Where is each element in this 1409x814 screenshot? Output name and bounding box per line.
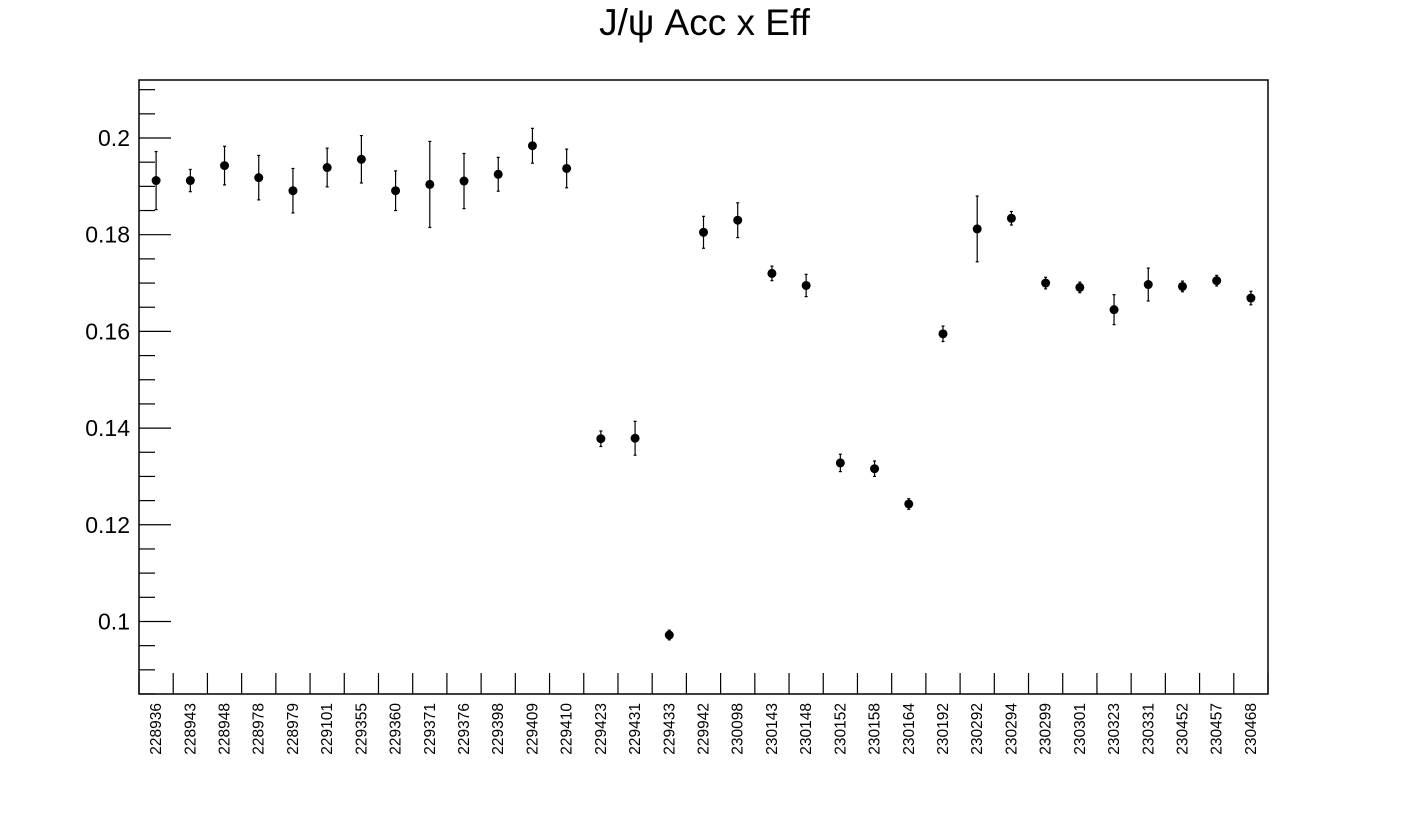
- data-point: [425, 179, 435, 189]
- y-tick-label: 0.1: [98, 608, 130, 634]
- plot-border: [138, 79, 1269, 695]
- chart-title: J/ψ Acc x Eff: [599, 2, 810, 43]
- x-tick-label: 230301: [1072, 703, 1089, 755]
- data-point: [733, 215, 743, 225]
- y-tick-label: 0.18: [85, 222, 130, 248]
- data-point: [1041, 278, 1051, 288]
- x-tick-label: 228948: [217, 703, 234, 755]
- x-tick-label: 229376: [456, 703, 473, 755]
- x-tick-label: 228979: [285, 703, 302, 755]
- data-point: [562, 163, 572, 173]
- x-tick-label: 229410: [559, 703, 576, 755]
- data-point: [322, 163, 332, 173]
- x-tick-label: 229101: [319, 703, 336, 755]
- x-tick-label: 229942: [696, 703, 713, 755]
- x-axis: 228936 228943 228948 228978 228979 229101 2293…: [138, 673, 1269, 755]
- data-point: [185, 176, 195, 186]
- x-tick-label: 229409: [524, 703, 541, 755]
- y-tick-label: 0.14: [85, 415, 130, 441]
- x-tick-label: 228943: [182, 703, 199, 755]
- data-point: [1212, 276, 1222, 286]
- data-point: [493, 169, 503, 179]
- plot-frame: [138, 79, 1269, 695]
- x-tick-label: 229355: [353, 703, 370, 755]
- data-point: [904, 499, 914, 509]
- x-tick-label: 230192: [935, 703, 952, 755]
- y-axis: 0.1 0.12 0.14 0.16 0.18 0.2: [85, 89, 171, 695]
- data-point: [527, 141, 537, 151]
- data-point: [254, 173, 264, 183]
- data-point: [664, 630, 674, 640]
- data-point: [459, 176, 469, 186]
- data-point: [767, 268, 777, 278]
- x-tick-label: 230158: [867, 703, 884, 755]
- x-tick-label: 229423: [593, 703, 610, 755]
- data-point: [1006, 213, 1016, 223]
- data-point: [391, 186, 401, 196]
- x-tick-label: 228936: [148, 703, 165, 755]
- data-point: [1143, 280, 1153, 290]
- x-tick-label: 228978: [251, 703, 268, 755]
- x-tick-label: 230294: [1003, 703, 1020, 755]
- data-point: [288, 186, 298, 196]
- x-tick-label: 230299: [1038, 703, 1055, 755]
- data-point: [938, 329, 948, 339]
- data-points: [151, 127, 1256, 641]
- x-tick-label: 230148: [798, 703, 815, 755]
- x-tick-label: 230152: [832, 703, 849, 755]
- data-point: [1177, 281, 1187, 291]
- x-tick-label: 230323: [1106, 703, 1123, 755]
- x-tick-label: 229433: [661, 703, 678, 755]
- y-tick-label: 0.2: [98, 125, 130, 151]
- data-point: [1109, 305, 1119, 315]
- data-point: [1075, 282, 1085, 292]
- y-tick-label: 0.12: [85, 512, 130, 538]
- x-tick-label: 229360: [388, 703, 405, 755]
- x-tick-label: 229371: [422, 703, 439, 755]
- x-tick-label: 230292: [969, 703, 986, 755]
- y-tick-label: 0.16: [85, 318, 130, 344]
- x-tick-label: 230143: [764, 703, 781, 755]
- data-point: [870, 464, 880, 474]
- x-tick-label: 229431: [627, 703, 644, 755]
- data-point: [1246, 293, 1256, 303]
- x-tick-label: 230331: [1140, 703, 1157, 755]
- data-point: [835, 458, 845, 468]
- data-point: [972, 224, 982, 234]
- data-point: [596, 434, 606, 444]
- data-point: [151, 176, 161, 186]
- x-tick-label: 230468: [1243, 703, 1260, 755]
- x-tick-label: 230098: [730, 703, 747, 755]
- data-point: [220, 161, 230, 171]
- data-point: [630, 433, 640, 443]
- data-point: [801, 280, 811, 290]
- x-tick-label: 230457: [1209, 703, 1226, 755]
- x-tick-label: 230452: [1174, 703, 1191, 755]
- x-tick-label: 229398: [490, 703, 507, 755]
- data-point: [699, 227, 708, 237]
- data-point: [356, 154, 366, 164]
- x-tick-label: 230164: [901, 703, 918, 755]
